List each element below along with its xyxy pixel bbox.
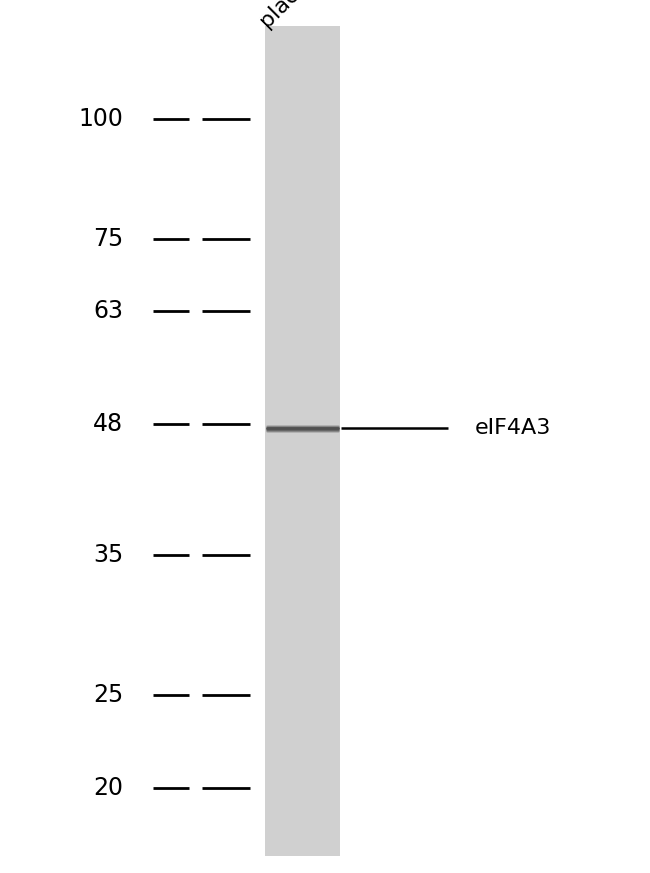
Text: 35: 35 [93,543,124,567]
Text: 25: 25 [93,684,124,707]
Bar [265,26,339,856]
Text: 20: 20 [94,776,124,800]
Text: 63: 63 [94,299,124,323]
Text: 48: 48 [94,412,124,436]
Text: placenta: placenta [255,0,338,31]
Text: 100: 100 [79,107,124,131]
Text: eIF4A3: eIF4A3 [474,418,551,438]
Text: 75: 75 [93,226,124,251]
